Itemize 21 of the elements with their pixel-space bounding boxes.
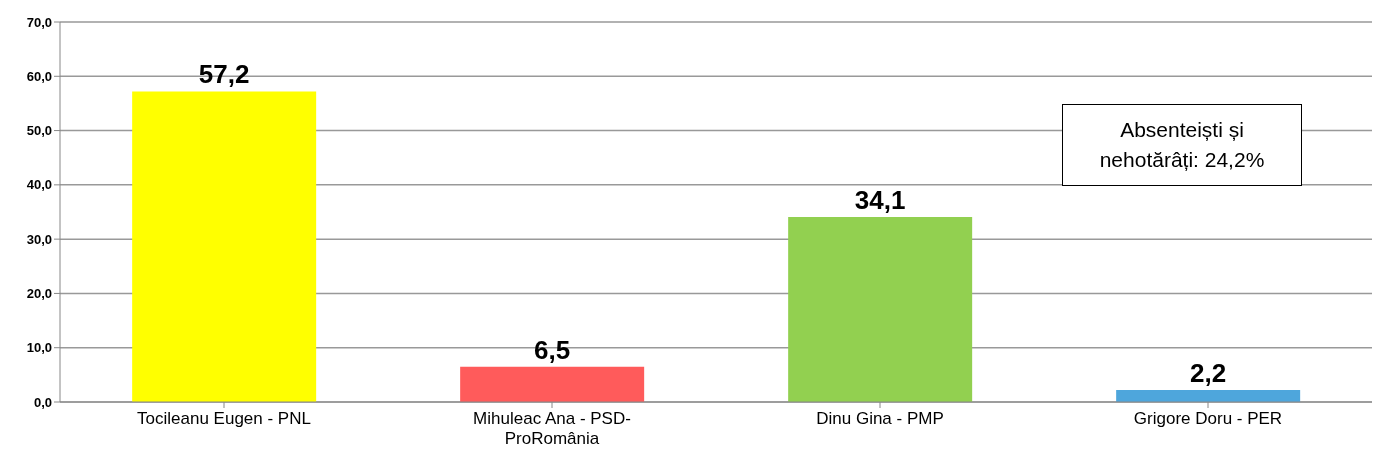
x-tick-label: Mihuleac Ana - PSD-ProRomânia [473, 409, 631, 448]
x-tick-label: Dinu Gina - PMP [816, 409, 944, 428]
data-label: 6,5 [534, 334, 571, 365]
x-tick-label: Grigore Doru - PER [1133, 409, 1283, 428]
y-tick-label: 60,0 [26, 68, 52, 84]
data-label: 34,1 [854, 184, 906, 215]
y-tick-label: 10,0 [26, 340, 52, 356]
x-tick-label: Tocileanu Eugen - PNL [137, 409, 311, 428]
data-label: 57,2 [198, 59, 250, 90]
y-tick-label: 70,0 [26, 14, 52, 30]
y-tick-label: 30,0 [26, 231, 52, 247]
note-box: Absenteiști și nehotărâți: 24,2% [1062, 104, 1302, 186]
bar [460, 366, 645, 402]
y-tick-label: 20,0 [26, 286, 52, 302]
y-tick-label: 0,0 [33, 394, 52, 410]
bar [788, 216, 973, 402]
data-label: 2,2 [1190, 358, 1227, 389]
y-tick-label: 40,0 [26, 177, 52, 193]
bar [132, 91, 317, 402]
bar [1116, 390, 1301, 402]
y-tick-label: 50,0 [26, 123, 52, 139]
